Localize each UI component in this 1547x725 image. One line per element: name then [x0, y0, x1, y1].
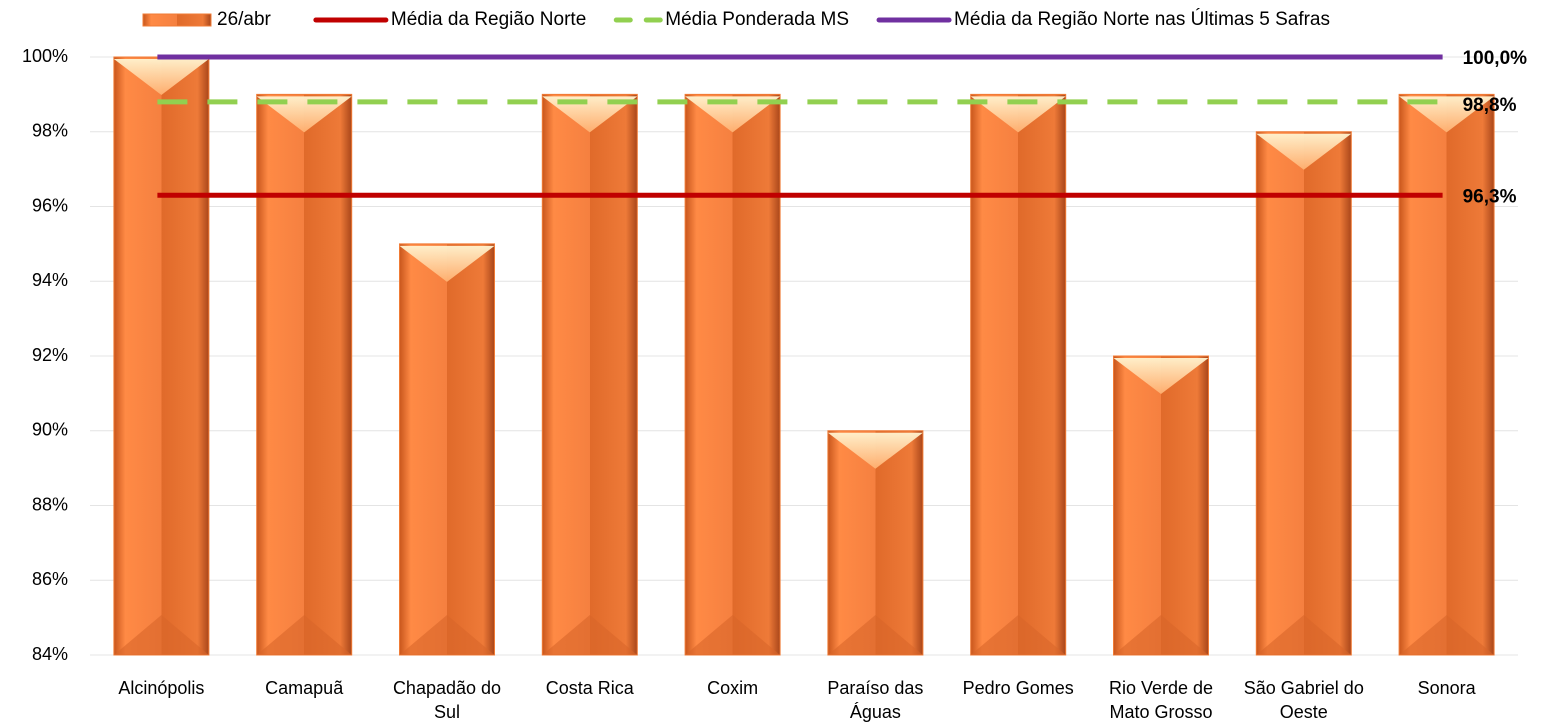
legend-label: Média Ponderada MS	[665, 9, 849, 30]
x-tick-label: Costa Rica	[545, 678, 634, 698]
line-value-label: 98,8%	[1463, 95, 1517, 116]
bar-highlight	[970, 96, 1066, 133]
x-tick-label: Rio Verde de Mato Grosso	[1108, 678, 1214, 722]
y-tick-label: 88%	[32, 494, 68, 514]
x-tick-label: São Gabriel do Oeste	[1243, 678, 1364, 722]
bar-bevel	[542, 615, 638, 655]
bar	[970, 93, 1067, 656]
y-tick-label: 94%	[32, 270, 68, 290]
y-tick-label: 92%	[32, 345, 68, 365]
bar-highlight	[827, 432, 923, 469]
bar	[541, 93, 638, 656]
bar-bevel	[113, 615, 209, 655]
y-tick-label: 84%	[32, 644, 68, 664]
x-tick-label: Paraíso das Águas	[827, 678, 924, 722]
bar-bevel	[1256, 615, 1352, 655]
y-tick-label: 86%	[32, 569, 68, 589]
bar	[1255, 131, 1352, 656]
x-tick-label: Chapadão do Sul	[392, 678, 502, 722]
bar-bevel	[1399, 615, 1495, 655]
x-tick-label: Camapuã	[265, 678, 344, 698]
bar-bevel	[1113, 615, 1209, 655]
bar	[256, 93, 353, 656]
legend-swatch	[142, 13, 212, 27]
bar-bevel	[256, 615, 352, 655]
bar-highlight	[1256, 133, 1352, 170]
line-value-label: 100,0%	[1463, 48, 1528, 69]
y-tick-label: 98%	[32, 121, 68, 141]
x-tick-label: Alcinópolis	[118, 678, 205, 698]
y-tick-label: 96%	[32, 195, 68, 215]
bar	[684, 93, 781, 656]
legend-label: 26/abr	[217, 9, 272, 30]
bar	[1398, 93, 1495, 656]
bar	[399, 243, 495, 656]
bar-highlight	[542, 96, 638, 133]
bar	[1113, 355, 1209, 656]
line-value-label: 96,3%	[1463, 186, 1517, 207]
x-tick-label: Sonora	[1417, 678, 1476, 698]
bar	[113, 56, 210, 656]
bar-highlight	[113, 59, 209, 95]
bar-highlight	[399, 245, 495, 282]
bar-highlight	[256, 96, 352, 133]
bar-bevel	[827, 615, 923, 655]
bar-bevel	[970, 615, 1066, 655]
bar-highlight	[1399, 96, 1495, 133]
bar-highlight	[685, 96, 781, 133]
legend-label: Média da Região Norte	[391, 9, 586, 30]
y-tick-label: 100%	[22, 46, 68, 66]
x-tick-label: Pedro Gomes	[962, 678, 1074, 698]
x-tick-label: Coxim	[707, 678, 759, 698]
bar-bevel	[685, 615, 781, 655]
legend-label: Média da Região Norte nas Últimas 5 Safr…	[954, 8, 1330, 30]
bar-bevel	[399, 615, 495, 655]
bar-highlight	[1113, 358, 1209, 394]
y-tick-label: 90%	[32, 420, 68, 440]
